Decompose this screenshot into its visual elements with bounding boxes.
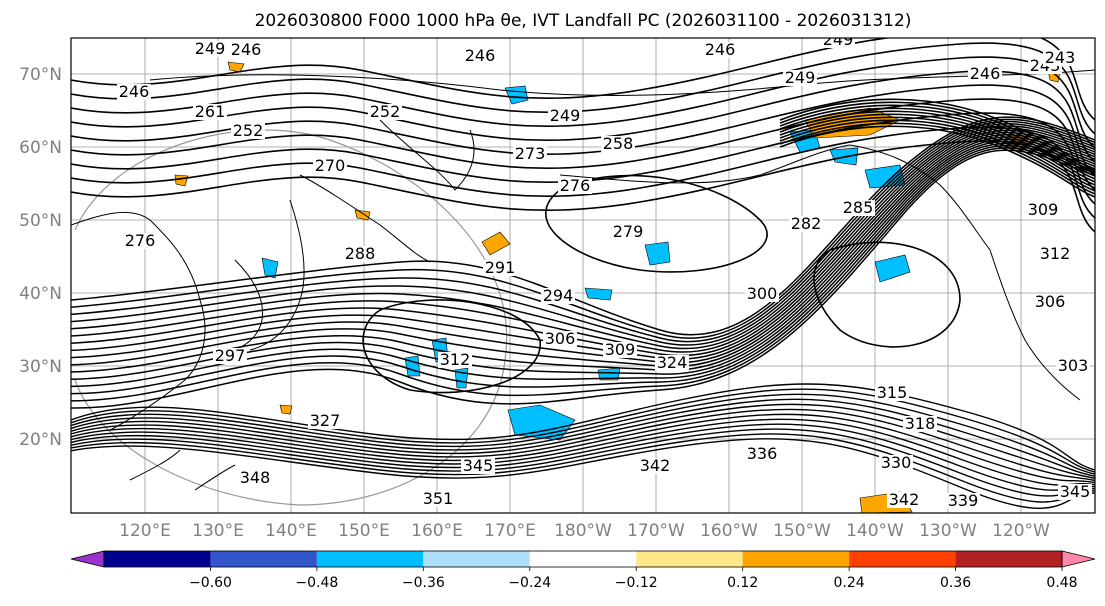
- colorbar-segment: [849, 551, 955, 567]
- contour-label: 309: [1028, 200, 1059, 219]
- contour-label: 279: [613, 222, 644, 241]
- colorbar-segment: [210, 551, 316, 567]
- contour-label: 345: [463, 456, 494, 475]
- lon-tick-label: 130°E: [192, 521, 244, 541]
- lon-tick-label: 150°E: [338, 521, 390, 541]
- contour-label: 270: [315, 156, 346, 175]
- negative-patch: [455, 368, 468, 388]
- contour-label: 297: [215, 346, 246, 365]
- colorbar-tick-label: 0.36: [940, 575, 971, 591]
- contour-label: 351: [423, 489, 454, 508]
- lat-tick-label: 70°N: [19, 65, 62, 85]
- lon-tick-label: 130°W: [919, 521, 977, 541]
- contour-label: 291: [485, 258, 516, 277]
- colorbar-segment: [636, 551, 742, 567]
- colorbar-tick-label: −0.60: [189, 575, 232, 591]
- lon-tick-label: 170°E: [484, 521, 536, 541]
- colorbar-segment: [317, 551, 423, 567]
- contour-label: 306: [1035, 292, 1066, 311]
- contour-label: 327: [310, 411, 341, 430]
- contour-label: 345: [1060, 482, 1091, 501]
- contour-label: 339: [948, 491, 979, 510]
- contour-label: 249: [195, 39, 226, 58]
- lat-tick-label: 60°N: [19, 138, 62, 158]
- contour-label: 258: [603, 134, 634, 153]
- contour-label: 246: [705, 40, 736, 59]
- colorbar-tick-label: −0.24: [508, 575, 551, 591]
- contour-label: 330: [881, 453, 912, 472]
- lat-tick-label: 50°N: [19, 211, 62, 231]
- longitude-ticks: 120°E 130°E 140°E 150°E 160°E 170°E 180°W 170°W…: [119, 521, 1050, 541]
- contour-label: 276: [560, 176, 591, 195]
- contour-label: 249: [823, 30, 854, 49]
- contour-label: 246: [970, 64, 1001, 83]
- colorbar-extend-low: [71, 551, 104, 567]
- lon-tick-label: 160°E: [411, 521, 463, 541]
- latitude-ticks: 70°N 60°N 50°N 40°N 30°N 20°N: [19, 65, 62, 450]
- lat-tick-label: 20°N: [19, 430, 62, 450]
- contour-label: 348: [240, 468, 271, 487]
- lon-tick-label: 160°W: [700, 521, 758, 541]
- negative-patch: [585, 288, 612, 300]
- colorbar-segment: [423, 551, 529, 567]
- colorbar-tick-label: 0.12: [727, 575, 758, 591]
- colorbar: −0.60 −0.48 −0.36 −0.24 −0.12 0.12 0.24 0.36 0.4…: [71, 551, 1105, 591]
- lon-tick-label: 180°W: [554, 521, 612, 541]
- lon-tick-label: 120°W: [992, 521, 1050, 541]
- colorbar-tick-label: 0.48: [1046, 575, 1077, 591]
- contour-label: 342: [640, 456, 671, 475]
- lat-tick-label: 40°N: [19, 284, 62, 304]
- contour-label: 252: [233, 121, 264, 140]
- contour-label: 288: [345, 244, 376, 263]
- figure-title: 2026030800 F000 1000 hPa θe, IVT Landfal…: [255, 11, 912, 31]
- contour-label: 294: [543, 286, 574, 305]
- contour-label: 282: [791, 214, 822, 233]
- colorbar-segment: [530, 551, 636, 567]
- contour-label: 342: [889, 490, 920, 509]
- colorbar-tick-label: −0.12: [615, 575, 658, 591]
- contour-label: 249: [550, 106, 581, 125]
- contour-label: 312: [1040, 244, 1071, 263]
- contour-label: 246: [465, 46, 496, 65]
- contour-label: 324: [657, 353, 688, 372]
- contour-label: 303: [1058, 356, 1089, 375]
- colorbar-extend-high: [1062, 551, 1095, 567]
- colorbar-segment: [743, 551, 849, 567]
- colorbar-tick-label: −0.48: [295, 575, 338, 591]
- contour-label: 249: [785, 68, 816, 87]
- contour-label: 285: [843, 198, 874, 217]
- contour-label: 243: [1045, 48, 1076, 67]
- lon-tick-label: 170°W: [627, 521, 685, 541]
- contour-label: 273: [515, 144, 546, 163]
- negative-patch: [405, 356, 420, 376]
- positive-patch: [280, 405, 292, 414]
- colorbar-segment: [956, 551, 1062, 567]
- lon-tick-label: 150°W: [773, 521, 831, 541]
- contour-label: 306: [545, 329, 576, 348]
- colorbar-tick-label: −0.36: [402, 575, 445, 591]
- lon-tick-label: 140°E: [265, 521, 317, 541]
- contour-label: 309: [605, 340, 636, 359]
- map-panel: 2492462462462492492432462432462612522522…: [19, 29, 1095, 541]
- contour-label: 336: [747, 444, 778, 463]
- lat-tick-label: 30°N: [19, 357, 62, 377]
- colorbar-tick-label: 0.24: [834, 575, 865, 591]
- contour-label: 261: [195, 102, 226, 121]
- lon-tick-label: 140°W: [846, 521, 904, 541]
- contour-label: 246: [119, 82, 150, 101]
- contour-label: 276: [125, 231, 156, 250]
- contour-label: 300: [747, 284, 778, 303]
- contour-label: 246: [231, 40, 262, 59]
- colorbar-segment: [104, 551, 210, 567]
- lon-tick-label: 120°E: [119, 521, 171, 541]
- contour-label: 312: [440, 350, 471, 369]
- contour-label: 252: [370, 102, 401, 121]
- contour-label: 315: [877, 383, 908, 402]
- contour-label: 318: [905, 414, 936, 433]
